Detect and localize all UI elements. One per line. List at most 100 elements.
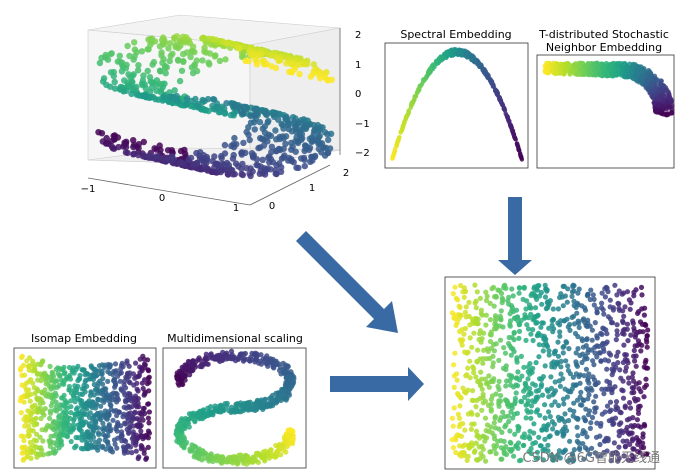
unrolled-point xyxy=(522,434,528,441)
spectral-point xyxy=(436,57,441,62)
isomap-point xyxy=(28,391,34,397)
spectral-point xyxy=(393,146,398,151)
isomap-point xyxy=(89,364,95,370)
tsne-point xyxy=(553,69,559,75)
isomap-point xyxy=(117,378,123,384)
isomap-point xyxy=(102,437,108,443)
unrolled-point xyxy=(489,393,496,399)
isomap-point xyxy=(61,378,67,384)
unrolled-point xyxy=(546,325,552,331)
unrolled-point xyxy=(586,380,592,386)
isomap-point xyxy=(34,371,41,377)
unrolled-point xyxy=(586,392,592,398)
isomap-point xyxy=(37,400,43,406)
unrolled-point xyxy=(618,428,624,434)
s-curve-point xyxy=(306,135,313,142)
mds-point xyxy=(181,443,187,449)
spectral-point xyxy=(403,115,409,120)
isomap-point xyxy=(114,391,120,397)
spectral-point xyxy=(511,131,516,137)
mds-point xyxy=(230,356,236,362)
mds-point xyxy=(182,362,188,368)
s-curve-point xyxy=(301,162,308,170)
s-curve-point xyxy=(201,44,208,51)
isomap-point xyxy=(118,423,124,429)
isomap-point xyxy=(142,410,148,416)
unrolled-point xyxy=(587,296,593,303)
unrolled-point xyxy=(532,305,539,311)
unrolled-point xyxy=(456,315,462,321)
unrolled-point xyxy=(544,305,551,311)
isomap-point xyxy=(119,429,125,435)
isomap-point xyxy=(34,454,40,460)
tsne-point xyxy=(552,64,559,70)
isomap-point xyxy=(51,395,57,401)
mds-point xyxy=(283,449,289,455)
unrolled-point xyxy=(541,423,547,429)
spectral-point xyxy=(470,53,475,58)
unrolled-point xyxy=(585,375,591,381)
isomap-point xyxy=(135,424,141,430)
isomap-point xyxy=(108,446,114,452)
mds-point xyxy=(241,401,247,407)
tsne-point xyxy=(624,64,630,70)
isomap-point xyxy=(95,388,101,394)
unrolled-point xyxy=(620,395,627,401)
unrolled-point xyxy=(586,371,592,377)
unrolled-point xyxy=(536,434,542,440)
s-curve-point xyxy=(247,112,254,120)
unrolled-point xyxy=(479,336,485,342)
unrolled-point xyxy=(591,399,597,405)
x-axis-line xyxy=(87,177,251,206)
isomap-point xyxy=(78,445,84,451)
unrolled-point xyxy=(524,407,530,413)
s-curve-point xyxy=(138,48,146,55)
unrolled-point xyxy=(612,282,618,288)
isomap-point xyxy=(104,416,110,422)
isomap-point xyxy=(51,440,57,446)
unrolled-point xyxy=(623,364,629,371)
isomap-point xyxy=(142,391,148,397)
s-curve-point xyxy=(282,140,289,147)
s-curve-point xyxy=(99,138,107,145)
unrolled-point xyxy=(528,292,534,298)
unrolled-point xyxy=(563,358,569,364)
unrolled-point xyxy=(451,373,457,379)
s-curve-point xyxy=(116,52,124,59)
unrolled-point xyxy=(487,300,493,306)
isomap-point xyxy=(79,432,85,438)
panel-tsne: T-distributed Stochastic Neighbor Embedd… xyxy=(536,28,675,169)
isomap-point xyxy=(77,391,83,397)
mds-point xyxy=(236,409,242,415)
isomap-point xyxy=(146,388,152,394)
unrolled-point xyxy=(584,336,590,342)
isomap-point xyxy=(113,426,119,432)
s-curve-point xyxy=(193,57,200,64)
s-curve-point xyxy=(238,171,245,178)
chart-title: Spectral Embedding xyxy=(400,28,511,41)
s-curve-point xyxy=(199,57,206,64)
unrolled-point xyxy=(614,353,620,359)
unrolled-point xyxy=(540,447,546,453)
isomap-point xyxy=(22,372,28,378)
isomap-point xyxy=(133,360,139,366)
s-curve-point xyxy=(166,57,173,65)
unrolled-point xyxy=(538,443,544,449)
unrolled-point xyxy=(480,356,486,362)
isomap-point xyxy=(92,444,98,450)
unrolled-point xyxy=(485,348,491,354)
unrolled-point xyxy=(495,287,501,293)
isomap-point xyxy=(52,424,59,430)
s-curve-point xyxy=(158,49,165,56)
unrolled-point xyxy=(450,445,456,451)
unrolled-point xyxy=(558,364,564,370)
s-curve-point xyxy=(135,61,142,69)
isomap-point xyxy=(51,383,57,389)
unrolled-point xyxy=(483,458,489,464)
unrolled-point xyxy=(481,347,487,353)
unrolled-point xyxy=(617,367,623,373)
unrolled-point xyxy=(521,285,527,291)
s-curve-point xyxy=(205,59,212,66)
unrolled-point xyxy=(528,415,534,421)
unrolled-point xyxy=(498,316,504,322)
